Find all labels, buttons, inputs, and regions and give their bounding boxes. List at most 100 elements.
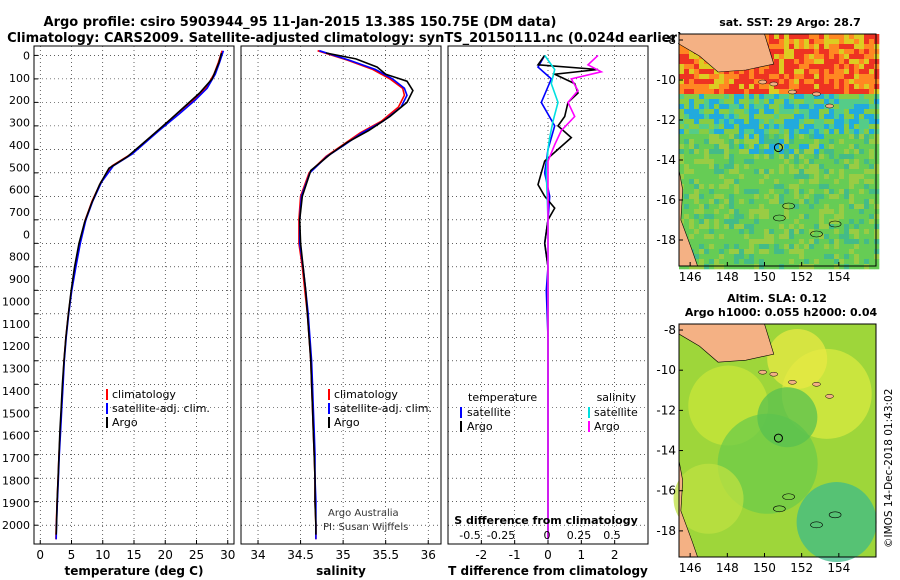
sst-cell [859,144,865,150]
sst-cell [799,59,805,65]
sst-cell [819,164,825,170]
sst-cell [864,119,870,125]
sst-cell [729,234,735,240]
x-tick-label: 25 [189,548,204,562]
sst-cell [814,154,820,160]
sst-cell [729,139,735,145]
sst-cell [799,144,805,150]
sst-cell [819,189,825,195]
sst-cell [744,244,750,250]
sst-cell [834,169,840,175]
sst-cell [729,209,735,215]
sst-cell [764,64,770,70]
sst-cell [744,199,750,205]
map-y-tick-label: -12 [656,403,676,417]
sst-cell [819,234,825,240]
sst-cell [794,229,800,235]
sst-cell [709,164,715,170]
sst-cell [704,169,710,175]
sst-cell [799,169,805,175]
sst-cell [809,134,815,140]
sst-cell [719,209,725,215]
sst-cell [769,259,775,265]
sst-cell [759,249,765,255]
sst-cell [799,204,805,210]
sst-cell [684,209,690,215]
sst-cell [754,244,760,250]
sst-cell [774,119,780,125]
sst-cell [714,184,720,190]
sst-cell [794,99,800,105]
x-tick-label: 35.5 [372,548,399,562]
sst-cell [719,154,725,160]
sst-cell [859,209,865,215]
sst-cell [864,44,870,50]
sst-cell [859,239,865,245]
sst-cell [694,239,700,245]
sst-cell [724,254,730,260]
sst-cell [759,124,765,130]
sst-cell [809,39,815,45]
sst-cell [744,149,750,155]
sst-cell [764,244,770,250]
sst-cell [744,204,750,210]
sst-cell [709,74,715,80]
sst-cell [729,79,735,85]
sst-cell [799,214,805,220]
sst-cell [699,154,705,160]
sst-cell [774,209,780,215]
sst-cell [784,34,790,40]
sst-cell [789,54,795,60]
sst-cell [699,214,705,220]
sst-cell [804,84,810,90]
sst-cell [694,139,700,145]
sst-cell [734,89,740,95]
sst-cell [829,44,835,50]
sst-cell [864,149,870,155]
sst-cell [834,84,840,90]
sst-cell [699,139,705,145]
sst-cell [849,174,855,180]
sst-cell [829,174,835,180]
sst-cell [844,194,850,200]
sst-cell [769,204,775,210]
sst-cell [784,59,790,65]
sst-cell [854,159,860,165]
sst-cell [754,79,760,85]
sst-cell [849,169,855,175]
sst-cell [704,224,710,230]
sst-cell [824,199,830,205]
sst-cell [714,189,720,195]
y-tick-label: 1500 [2,407,30,420]
sst-cell [699,64,705,70]
sst-cell [789,74,795,80]
sst-cell [684,169,690,175]
sst-cell [764,124,770,130]
sst-cell [829,249,835,255]
sst-cell [779,214,785,220]
top-tick-label: -0.5 [459,529,480,542]
sst-cell [844,99,850,105]
sst-cell [724,174,730,180]
sst-cell [864,99,870,105]
sst-cell [719,99,725,105]
sst-cell [814,169,820,175]
sst-cell [754,239,760,245]
sst-cell [784,249,790,255]
sst-cell [799,199,805,205]
sst-cell [779,154,785,160]
sst-cell [784,224,790,230]
sst-cell [854,244,860,250]
sst-cell [869,209,875,215]
sst-cell [819,239,825,245]
sst-cell [714,119,720,125]
sst-cell [684,174,690,180]
sst-cell [819,194,825,200]
sst-cell [849,204,855,210]
sst-cell [864,79,870,85]
sst-cell [824,239,830,245]
sst-cell [684,164,690,170]
sst-cell [784,69,790,75]
sst-cell [779,199,785,205]
sst-cell [699,124,705,130]
